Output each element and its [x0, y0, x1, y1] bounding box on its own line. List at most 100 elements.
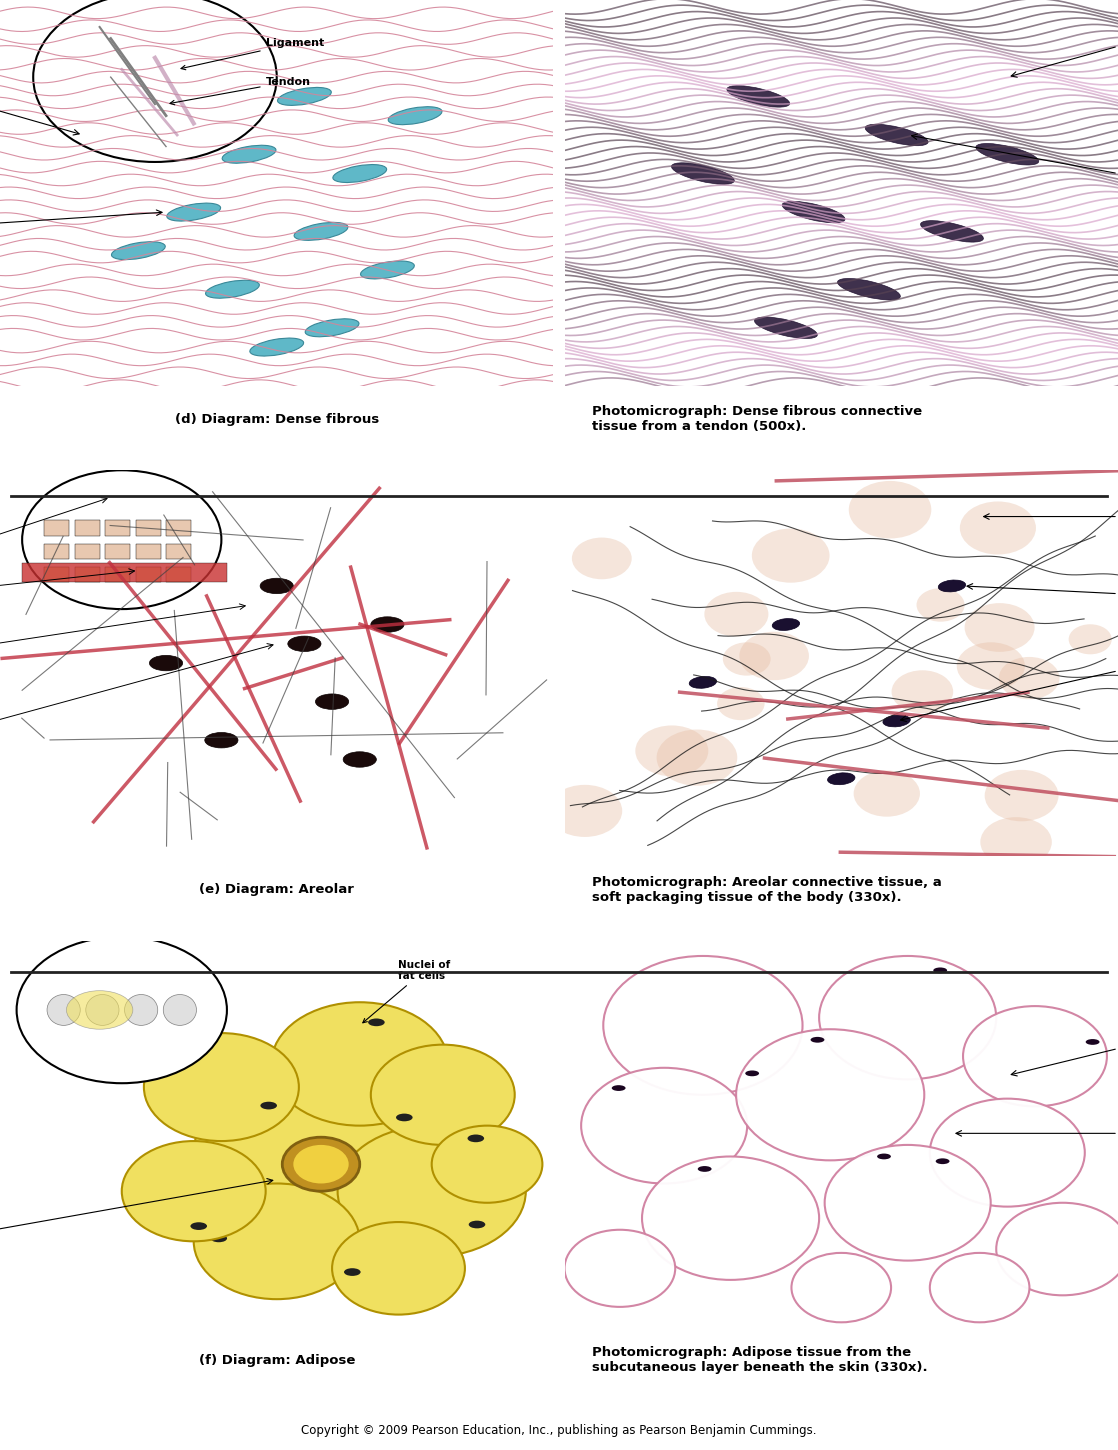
Ellipse shape — [163, 995, 197, 1025]
Circle shape — [819, 956, 996, 1079]
Circle shape — [960, 502, 1036, 554]
Circle shape — [985, 770, 1059, 821]
Ellipse shape — [698, 1166, 711, 1172]
Ellipse shape — [934, 967, 947, 973]
Text: Ligament: Ligament — [181, 38, 324, 70]
Circle shape — [548, 784, 623, 837]
Circle shape — [34, 0, 277, 162]
Ellipse shape — [467, 1134, 484, 1143]
Circle shape — [1069, 625, 1111, 654]
Ellipse shape — [315, 695, 349, 709]
Circle shape — [122, 1141, 266, 1241]
Circle shape — [825, 1146, 991, 1260]
Ellipse shape — [360, 261, 415, 278]
Text: Tendon: Tendon — [170, 77, 311, 104]
Ellipse shape — [388, 107, 442, 125]
Circle shape — [957, 642, 1025, 690]
Circle shape — [432, 1125, 542, 1202]
Text: Nuclei of
fat cells: Nuclei of fat cells — [363, 960, 451, 1022]
Circle shape — [751, 529, 830, 583]
Ellipse shape — [811, 1037, 824, 1043]
Ellipse shape — [837, 278, 900, 300]
Ellipse shape — [672, 162, 735, 184]
Circle shape — [193, 1076, 415, 1230]
Text: (e) Diagram: Areolar: (e) Diagram: Areolar — [199, 883, 354, 896]
Ellipse shape — [47, 995, 80, 1025]
Ellipse shape — [210, 1234, 227, 1243]
Text: (d) Diagram: Dense fibrous: (d) Diagram: Dense fibrous — [174, 413, 379, 426]
Ellipse shape — [294, 222, 348, 241]
FancyBboxPatch shape — [75, 544, 100, 558]
Ellipse shape — [976, 144, 1039, 165]
Ellipse shape — [612, 1085, 626, 1090]
Text: Photomicrograph: Areolar connective tissue, a
soft packaging tissue of the body : Photomicrograph: Areolar connective tiss… — [593, 876, 942, 903]
Ellipse shape — [190, 1222, 207, 1230]
FancyBboxPatch shape — [75, 521, 100, 536]
Circle shape — [930, 1253, 1030, 1322]
Ellipse shape — [773, 619, 799, 631]
Ellipse shape — [865, 125, 928, 145]
Ellipse shape — [344, 1269, 361, 1276]
Circle shape — [717, 687, 765, 721]
Circle shape — [963, 1006, 1107, 1106]
FancyBboxPatch shape — [105, 544, 130, 558]
Circle shape — [792, 1253, 891, 1322]
Circle shape — [565, 1230, 675, 1306]
FancyBboxPatch shape — [105, 521, 130, 536]
Ellipse shape — [936, 1159, 949, 1164]
Ellipse shape — [260, 1102, 277, 1109]
Circle shape — [891, 670, 954, 713]
Circle shape — [736, 1030, 925, 1160]
Ellipse shape — [66, 990, 133, 1030]
FancyBboxPatch shape — [167, 544, 191, 558]
Ellipse shape — [277, 87, 331, 106]
Circle shape — [338, 1125, 525, 1257]
Ellipse shape — [167, 203, 220, 220]
Ellipse shape — [368, 1018, 385, 1027]
Circle shape — [917, 589, 965, 622]
Ellipse shape — [124, 995, 158, 1025]
Ellipse shape — [287, 637, 321, 651]
Ellipse shape — [468, 1221, 485, 1228]
Circle shape — [293, 1146, 349, 1183]
Ellipse shape — [827, 773, 855, 784]
Ellipse shape — [305, 319, 359, 336]
Ellipse shape — [205, 732, 238, 748]
Ellipse shape — [343, 751, 377, 767]
Circle shape — [581, 1067, 747, 1183]
Circle shape — [965, 603, 1034, 652]
Bar — [22, 563, 227, 581]
Circle shape — [656, 729, 737, 786]
FancyBboxPatch shape — [75, 567, 100, 581]
Circle shape — [980, 818, 1052, 867]
Circle shape — [22, 470, 221, 609]
FancyBboxPatch shape — [167, 521, 191, 536]
Ellipse shape — [139, 107, 193, 125]
Circle shape — [193, 1183, 360, 1299]
Ellipse shape — [727, 86, 789, 107]
Ellipse shape — [746, 1070, 759, 1076]
Circle shape — [930, 1099, 1084, 1206]
Ellipse shape — [371, 616, 404, 632]
FancyBboxPatch shape — [45, 521, 69, 536]
Circle shape — [604, 956, 803, 1095]
Ellipse shape — [783, 202, 845, 223]
Ellipse shape — [333, 164, 387, 183]
Ellipse shape — [206, 280, 259, 299]
FancyBboxPatch shape — [135, 521, 161, 536]
Circle shape — [572, 538, 632, 579]
FancyBboxPatch shape — [45, 544, 69, 558]
Ellipse shape — [222, 145, 276, 164]
Ellipse shape — [1086, 1040, 1099, 1045]
FancyBboxPatch shape — [45, 567, 69, 581]
Ellipse shape — [920, 220, 984, 242]
Circle shape — [723, 642, 770, 676]
Circle shape — [371, 1044, 514, 1146]
Text: Photomicrograph: Adipose tissue from the
subcutaneous layer beneath the skin (33: Photomicrograph: Adipose tissue from the… — [593, 1346, 928, 1375]
Ellipse shape — [755, 318, 817, 338]
Circle shape — [17, 937, 227, 1083]
Text: Photomicrograph: Dense fibrous connective
tissue from a tendon (500x).: Photomicrograph: Dense fibrous connectiv… — [593, 406, 922, 434]
Ellipse shape — [150, 655, 182, 671]
Ellipse shape — [260, 579, 293, 593]
Circle shape — [635, 725, 709, 776]
